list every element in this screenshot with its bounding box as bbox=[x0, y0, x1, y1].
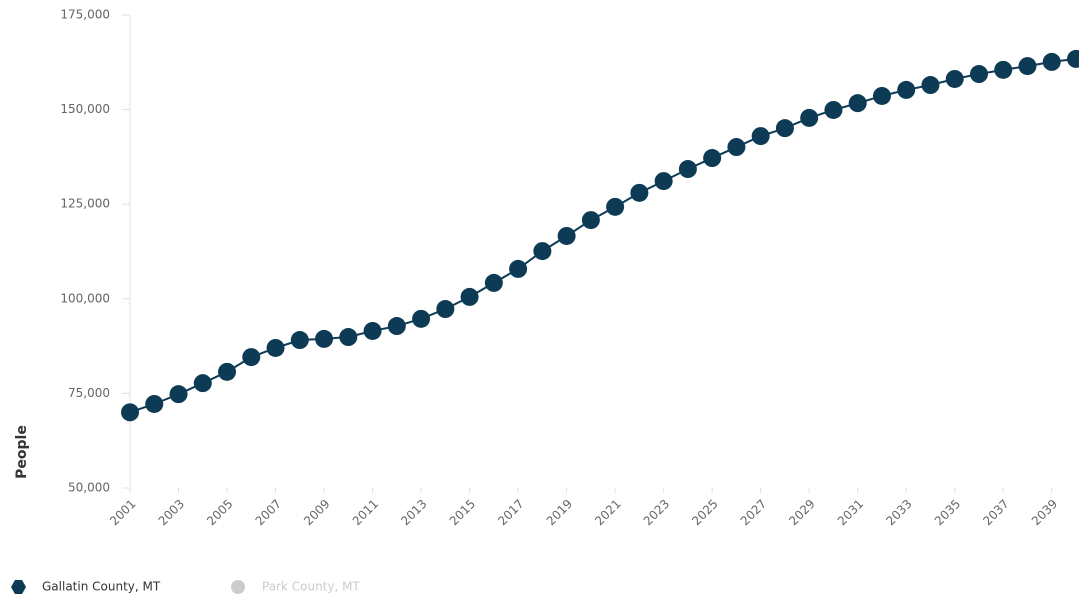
y-axis-title: People bbox=[14, 425, 30, 479]
data-point bbox=[848, 94, 867, 113]
x-tick-label: 2039 bbox=[1029, 497, 1060, 528]
data-point bbox=[169, 385, 188, 404]
data-point bbox=[727, 138, 746, 157]
y-tick-label: 125,000 bbox=[60, 197, 110, 211]
x-tick-label: 2003 bbox=[156, 497, 187, 528]
x-tick-label: 2035 bbox=[932, 497, 963, 528]
data-point bbox=[193, 374, 212, 393]
data-point bbox=[315, 329, 334, 348]
data-point bbox=[242, 348, 261, 367]
data-point bbox=[460, 287, 479, 306]
x-tick-label: 2019 bbox=[544, 497, 575, 528]
data-point bbox=[751, 127, 770, 146]
data-point bbox=[290, 331, 309, 350]
data-point bbox=[897, 80, 916, 99]
x-tick-label: 2025 bbox=[689, 497, 720, 528]
legend-item[interactable]: Gallatin County, MT bbox=[11, 580, 161, 595]
legend-label: Gallatin County, MT bbox=[42, 580, 161, 594]
data-point bbox=[509, 259, 528, 278]
x-tick-label: 2011 bbox=[350, 497, 381, 528]
y-tick-label: 100,000 bbox=[60, 291, 110, 305]
data-point bbox=[218, 362, 237, 381]
data-point bbox=[994, 60, 1013, 79]
data-point bbox=[654, 172, 673, 191]
x-tick-label: 2007 bbox=[253, 497, 284, 528]
legend-item[interactable]: Park County, MT bbox=[231, 580, 360, 595]
data-point bbox=[606, 197, 625, 216]
x-tick-label: 2013 bbox=[398, 497, 429, 528]
data-point bbox=[145, 394, 164, 413]
data-point bbox=[630, 183, 649, 202]
y-tick-label: 75,000 bbox=[68, 386, 110, 400]
data-point bbox=[387, 317, 406, 336]
data-point bbox=[800, 108, 819, 127]
data-point bbox=[266, 338, 285, 357]
data-point bbox=[412, 309, 431, 328]
data-point bbox=[969, 65, 988, 84]
x-tick-label: 2023 bbox=[641, 497, 672, 528]
x-tick-label: 2001 bbox=[107, 497, 138, 528]
data-point bbox=[533, 242, 552, 261]
data-point bbox=[824, 100, 843, 119]
x-tick-label: 2015 bbox=[447, 497, 478, 528]
legend-label: Park County, MT bbox=[262, 580, 360, 594]
x-tick-label: 2033 bbox=[883, 497, 914, 528]
x-tick-label: 2021 bbox=[592, 497, 623, 528]
data-point bbox=[921, 76, 940, 95]
x-tick-label: 2009 bbox=[301, 497, 332, 528]
data-point bbox=[557, 226, 576, 245]
data-point bbox=[945, 69, 964, 88]
data-point bbox=[339, 328, 358, 347]
y-tick-label: 50,000 bbox=[68, 481, 110, 495]
data-point bbox=[436, 300, 455, 319]
series-line bbox=[129, 57, 1077, 414]
data-point bbox=[1018, 57, 1037, 76]
data-point bbox=[678, 160, 697, 179]
x-tick-label: 2037 bbox=[980, 497, 1011, 528]
data-point bbox=[775, 119, 794, 138]
y-tick-label: 150,000 bbox=[60, 102, 110, 116]
data-point bbox=[484, 273, 503, 292]
data-point bbox=[872, 86, 891, 105]
legend-marker bbox=[11, 580, 26, 594]
data-point bbox=[703, 149, 722, 168]
x-tick-label: 2017 bbox=[495, 497, 526, 528]
data-point bbox=[121, 403, 139, 422]
x-tick-label: 2027 bbox=[738, 497, 769, 528]
data-point bbox=[363, 321, 382, 340]
data-point bbox=[581, 211, 600, 230]
x-tick-label: 2031 bbox=[835, 497, 866, 528]
x-tick-label: 2029 bbox=[786, 497, 817, 528]
legend-marker bbox=[231, 580, 245, 594]
data-point bbox=[1042, 52, 1061, 71]
data-point bbox=[1067, 49, 1079, 68]
y-tick-label: 175,000 bbox=[60, 8, 110, 22]
x-tick-label: 2005 bbox=[204, 497, 235, 528]
